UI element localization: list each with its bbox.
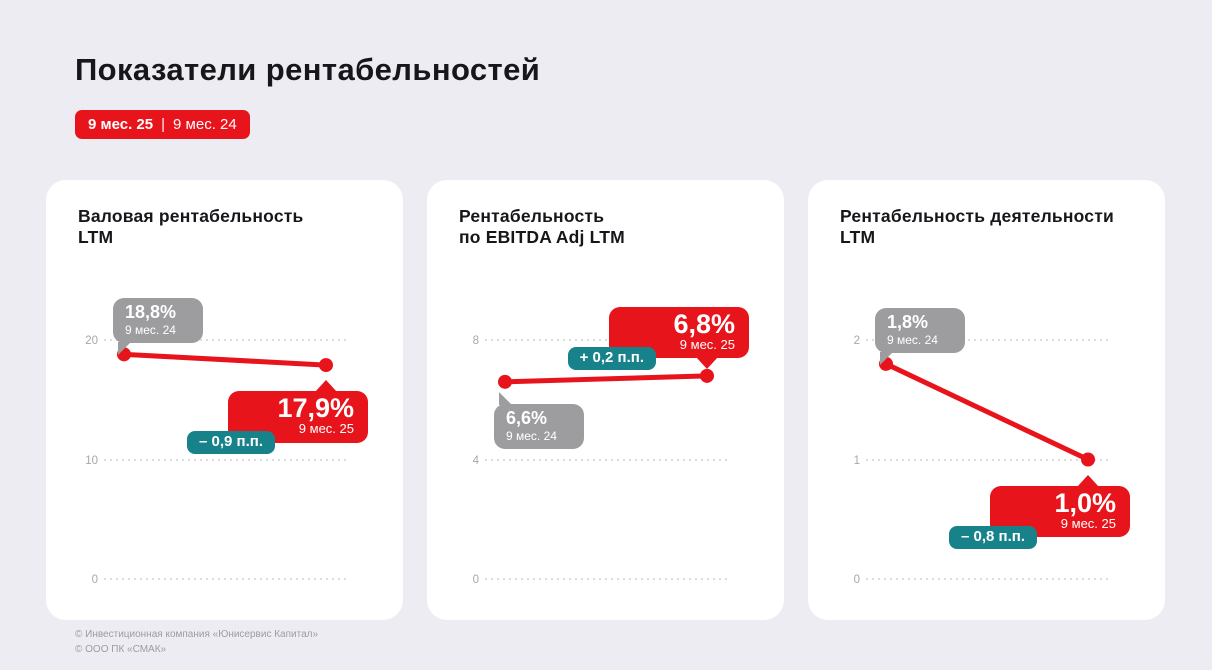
previous-period-label: 9 мес. 24 bbox=[125, 323, 176, 338]
y-axis-tick-label: 20 bbox=[85, 335, 98, 347]
gridline bbox=[485, 578, 730, 580]
chart-card-gross-margin: Валовая рентабельность LTM 20 10 0 18,8% 9 м… bbox=[46, 180, 403, 620]
current-value: 1,0% bbox=[1054, 487, 1116, 518]
y-axis-tick-label: 0 bbox=[853, 574, 860, 586]
previous-value-callout: 1,8% 9 мес. 24 bbox=[875, 307, 965, 365]
data-point-current bbox=[700, 368, 714, 383]
y-axis-tick-label: 8 bbox=[472, 335, 479, 347]
current-period-label: 9 мес. 25 bbox=[679, 337, 735, 353]
callout-pointer bbox=[1077, 474, 1099, 487]
trend-line bbox=[121, 351, 329, 368]
data-point-current bbox=[319, 358, 333, 373]
trend-line bbox=[502, 373, 710, 385]
chart-card-operating-margin: Рентабельность деятельности LTM 2 1 0 1,8% 9… bbox=[808, 180, 1165, 620]
delta-badge: + 0,2 п.п. bbox=[567, 346, 656, 370]
gridline bbox=[485, 458, 730, 461]
previous-value-callout: 18,8% 9 мес. 24 bbox=[113, 298, 203, 356]
period-current-label: 9 мес. 25 bbox=[88, 116, 154, 133]
current-value: 6,8% bbox=[673, 308, 735, 339]
chart-plot: 8 4 0 6,6% 9 мес. 24 6,8% 9 мес. 25 + 0,2 п.п. bbox=[427, 180, 784, 620]
gridline bbox=[866, 458, 1111, 461]
previous-value: 1,8% bbox=[887, 311, 929, 332]
previous-value: 6,6% bbox=[506, 407, 548, 428]
previous-period-label: 9 мес. 24 bbox=[506, 428, 557, 443]
current-period-label: 9 мес. 25 bbox=[298, 421, 354, 437]
period-separator: | bbox=[161, 116, 166, 133]
callout-pointer bbox=[696, 357, 718, 370]
delta-badge: – 0,8 п.п. bbox=[949, 525, 1037, 549]
y-axis-tick-label: 0 bbox=[472, 574, 479, 586]
gridline bbox=[866, 578, 1111, 580]
data-point-previous bbox=[498, 374, 512, 389]
delta-badge: – 0,9 п.п. bbox=[187, 431, 275, 455]
y-axis-tick-label: 2 bbox=[853, 335, 860, 347]
chart-plot: 20 10 0 18,8% 9 мес. 24 17,9% 9 мес. 25– 0,9 п… bbox=[46, 180, 403, 620]
trend-line-chart bbox=[498, 368, 714, 389]
gridline bbox=[866, 339, 1111, 341]
y-axis-tick-label: 1 bbox=[853, 454, 860, 467]
footer-line-issuer: © ООО ПК «СМАК» bbox=[75, 643, 167, 655]
previous-value: 18,8% bbox=[125, 302, 177, 323]
chart-plot: 2 1 0 1,8% 9 мес. 24 1,0% 9 мес. 25 – 0,8 п.п. bbox=[808, 180, 1165, 620]
y-axis-tick-label: 0 bbox=[91, 574, 98, 586]
chart-card-ebitda-margin: Рентабельность по EBITDA Adj LTM 8 4 0 6,6%… bbox=[427, 180, 784, 620]
y-axis-tick-label: 4 bbox=[472, 454, 479, 467]
gridline bbox=[485, 339, 730, 341]
gridline bbox=[104, 339, 349, 341]
chart-title: Рентабельность деятельности LTM bbox=[840, 206, 1114, 248]
current-value: 17,9% bbox=[277, 393, 354, 424]
footer-line-company: © Инвестиционная компания «Юнисервис Кап… bbox=[75, 629, 319, 640]
y-axis-tick-label: 10 bbox=[85, 454, 98, 467]
previous-value-callout: 6,6% 9 мес. 24 bbox=[494, 391, 584, 449]
gridline bbox=[104, 458, 349, 461]
chart-title: Валовая рентабельность LTM bbox=[78, 206, 304, 248]
data-point-current bbox=[1081, 452, 1095, 467]
chart-title: Рентабельность по EBITDA Adj LTM bbox=[459, 206, 625, 248]
period-badge: 9 мес. 25 | 9 мес. 24 bbox=[75, 110, 250, 139]
callout-pointer bbox=[315, 380, 337, 393]
page-footer: © Инвестиционная компания «Юнисервис Кап… bbox=[75, 628, 318, 657]
callout-tail bbox=[499, 391, 512, 405]
current-period-label: 9 мес. 25 bbox=[1060, 515, 1116, 531]
trend-line bbox=[883, 361, 1091, 462]
gridline bbox=[104, 578, 349, 580]
period-previous-label: 9 мес. 24 bbox=[173, 116, 237, 133]
current-value-callout: 17,9% 9 мес. 25 bbox=[228, 380, 368, 443]
cards-row: Валовая рентабельность LTM 20 10 0 18,8% 9 м… bbox=[46, 180, 1165, 620]
callout-tail bbox=[118, 342, 131, 356]
page-title: Показатели рентабельностей bbox=[75, 52, 541, 87]
previous-period-label: 9 мес. 24 bbox=[887, 332, 938, 347]
callout-tail bbox=[880, 351, 893, 365]
